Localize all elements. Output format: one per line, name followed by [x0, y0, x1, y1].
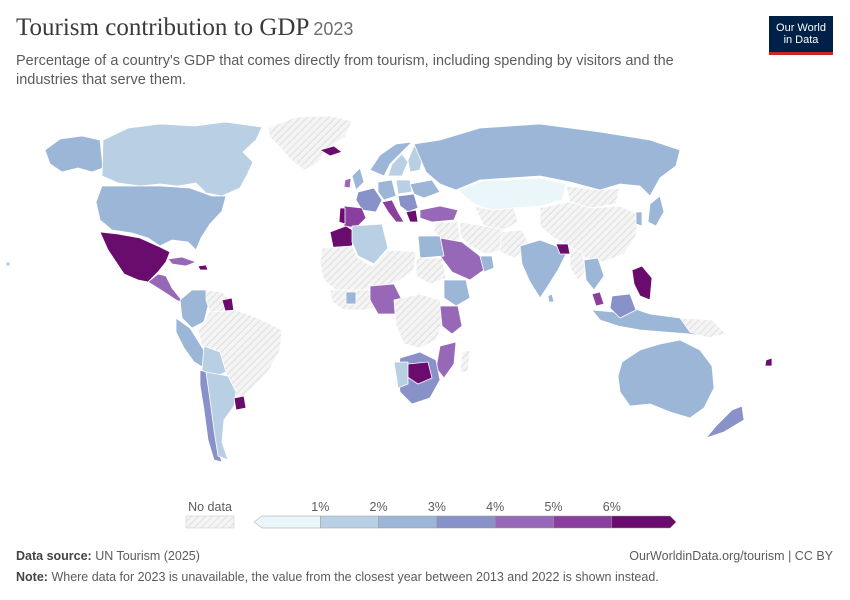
region-japan[interactable]: [647, 195, 665, 227]
region-mexico[interactable]: [99, 231, 171, 283]
region-papua[interactable]: [679, 317, 727, 339]
region-myanmar[interactable]: [569, 247, 587, 281]
region-madagascar[interactable]: [459, 349, 471, 373]
region-turkey[interactable]: [419, 205, 459, 223]
region-norway[interactable]: [369, 141, 413, 177]
region-malaysia[interactable]: [591, 291, 605, 307]
region-balkans[interactable]: [397, 193, 419, 213]
region-kenya-tanzania[interactable]: [439, 305, 463, 335]
region-sudan[interactable]: [415, 257, 447, 285]
region-sweden[interactable]: [387, 153, 409, 177]
logo-line-2: in Data: [783, 34, 819, 46]
chart-title: Tourism contribution to GDP 2023: [16, 14, 353, 42]
chart-note: Note: Where data for 2023 is unavailable…: [16, 570, 659, 584]
legend-bin-3[interactable]: [436, 515, 496, 529]
region-cuba[interactable]: [167, 256, 197, 267]
legend-ticks: 1% 2% 3% 4% 5% 6%: [311, 500, 621, 514]
legend-tick-label: 4%: [486, 500, 504, 514]
region-fiji[interactable]: [764, 357, 773, 367]
region-italy[interactable]: [381, 199, 405, 223]
region-namibia[interactable]: [393, 361, 409, 389]
region-caribbean[interactable]: [197, 264, 209, 271]
region-usa[interactable]: [95, 185, 227, 251]
region-north-africa[interactable]: [319, 245, 417, 293]
region-australia[interactable]: [617, 339, 715, 419]
region-ethiopia[interactable]: [443, 279, 471, 307]
region-hawaii[interactable]: [5, 261, 11, 267]
logo-line-1: Our World: [776, 22, 826, 34]
region-borneo[interactable]: [609, 293, 637, 319]
region-spain[interactable]: [343, 205, 367, 229]
region-uruguay[interactable]: [233, 395, 247, 411]
region-central-america[interactable]: [147, 273, 186, 305]
legend-bin-1[interactable]: [320, 515, 379, 529]
source-label: Data source:: [16, 549, 92, 563]
note-label: Note:: [16, 570, 48, 584]
region-philippines[interactable]: [631, 265, 653, 301]
source-url-link[interactable]: OurWorldinData.org/tourism | CC BY: [629, 549, 833, 563]
legend-color-bar: [253, 515, 677, 529]
map-legend: No data 1% 2% 3% 4% 5% 6%: [185, 500, 677, 529]
legend-bin-0[interactable]: [253, 515, 321, 529]
legend-tick-label: 6%: [603, 500, 621, 514]
legend-bin-5[interactable]: [553, 515, 613, 529]
region-korea[interactable]: [635, 211, 643, 227]
legend-bin-4[interactable]: [494, 515, 554, 529]
region-thailand[interactable]: [583, 257, 605, 291]
chart-subtitle: Percentage of a country's GDP that comes…: [16, 53, 674, 88]
region-greenland[interactable]: [267, 115, 353, 171]
region-iceland[interactable]: [319, 145, 343, 157]
region-iran[interactable]: [459, 221, 505, 255]
region-india[interactable]: [519, 239, 567, 299]
region-uk[interactable]: [351, 167, 365, 191]
region-france[interactable]: [355, 187, 383, 213]
legend-tick-label: 5%: [544, 500, 562, 514]
legend-tick-label: 1%: [311, 500, 329, 514]
region-sri-lanka[interactable]: [547, 293, 555, 303]
region-alaska[interactable]: [44, 135, 104, 173]
note-text: Where data for 2023 is unavailable, the …: [51, 570, 659, 584]
region-mozambique[interactable]: [435, 341, 457, 379]
legend-no-data-swatch: [185, 515, 235, 529]
region-ireland[interactable]: [343, 177, 352, 189]
legend-tick-label: 2%: [370, 500, 388, 514]
region-colombia[interactable]: [179, 289, 209, 329]
legend-no-data-label: No data: [188, 500, 232, 514]
owid-logo[interactable]: Our World in Data: [769, 16, 833, 55]
region-canada[interactable]: [101, 121, 263, 197]
region-russia[interactable]: [413, 123, 681, 197]
data-source: Data source: UN Tourism (2025): [16, 549, 200, 563]
title-text: Tourism contribution to GDP: [16, 14, 310, 41]
region-new-zealand[interactable]: [705, 405, 745, 439]
region-argentina[interactable]: [205, 371, 237, 461]
legend-bin-6[interactable]: [611, 515, 677, 529]
title-year: 2023: [313, 19, 354, 39]
region-kazakhstan[interactable]: [457, 177, 567, 211]
region-portugal[interactable]: [338, 207, 346, 225]
region-oman[interactable]: [479, 255, 495, 273]
region-ghana[interactable]: [345, 291, 357, 305]
region-poland[interactable]: [395, 179, 413, 195]
legend-bin-2[interactable]: [378, 515, 438, 529]
source-text: UN Tourism (2025): [95, 549, 200, 563]
region-germany[interactable]: [377, 179, 397, 201]
world-map[interactable]: [0, 105, 850, 490]
region-greece[interactable]: [405, 209, 419, 223]
region-egypt[interactable]: [417, 235, 445, 259]
region-china[interactable]: [539, 201, 639, 263]
region-ukraine[interactable]: [409, 179, 441, 199]
region-central-africa[interactable]: [393, 293, 445, 349]
legend-tick-label: 3%: [428, 500, 446, 514]
